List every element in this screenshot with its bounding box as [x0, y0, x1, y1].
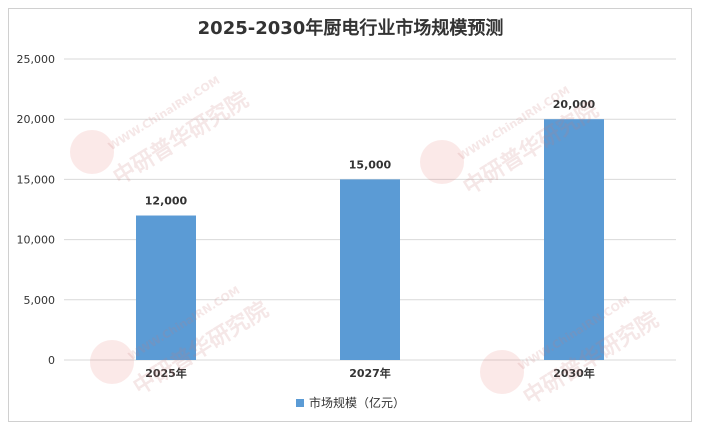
data-label: 12,000	[145, 195, 188, 208]
x-tick-label: 2025年	[145, 366, 187, 380]
y-tick-label: 0	[48, 354, 55, 367]
data-label: 20,000	[553, 98, 596, 111]
bar	[340, 179, 400, 360]
y-tick-label: 20,000	[17, 113, 56, 126]
bar	[544, 119, 604, 360]
chart-title: 2025-2030年厨电行业市场规模预测	[197, 18, 504, 39]
y-tick-label: 25,000	[17, 53, 56, 66]
data-label: 15,000	[349, 158, 392, 171]
data-labels: 12,000 15,000 20,000	[145, 98, 596, 207]
y-tick-label: 10,000	[17, 234, 56, 247]
y-tick-label: 5,000	[24, 294, 56, 307]
legend-swatch	[295, 399, 304, 407]
x-tick-label: 2030年	[553, 366, 595, 380]
legend: 市场规模（亿元）	[0, 394, 701, 411]
y-axis: 0 5,000 10,000 15,000 20,000 25,000	[17, 53, 56, 367]
bar	[136, 215, 196, 360]
legend-label: 市场规模（亿元）	[308, 396, 405, 410]
y-tick-label: 15,000	[17, 173, 56, 186]
x-tick-label: 2027年	[349, 366, 391, 380]
x-axis: 2025年 2027年 2030年	[145, 366, 595, 380]
bars	[136, 119, 604, 360]
